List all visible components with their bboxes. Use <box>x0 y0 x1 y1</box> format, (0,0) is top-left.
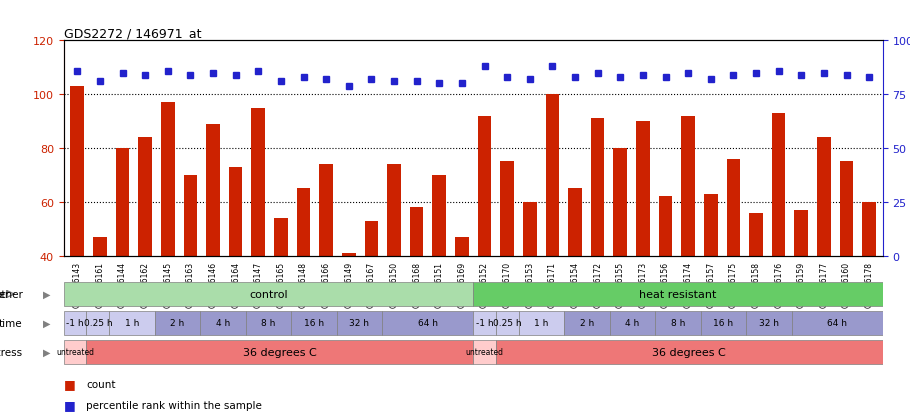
FancyBboxPatch shape <box>155 311 200 335</box>
Text: stress: stress <box>0 347 23 357</box>
Bar <box>410 208 423 363</box>
Text: other: other <box>0 289 23 299</box>
Bar <box>297 189 310 363</box>
Bar <box>228 167 242 363</box>
Text: 8 h: 8 h <box>671 319 685 328</box>
Bar <box>863 202 876 363</box>
Text: 32 h: 32 h <box>759 319 779 328</box>
Bar <box>388 165 400 363</box>
FancyBboxPatch shape <box>109 311 155 335</box>
Text: 36 degrees C: 36 degrees C <box>243 347 317 357</box>
FancyBboxPatch shape <box>64 311 86 335</box>
Bar <box>342 253 356 363</box>
Text: 16 h: 16 h <box>713 319 733 328</box>
Text: GDS2272 / 146971_at: GDS2272 / 146971_at <box>64 27 201 40</box>
Text: -1 h: -1 h <box>66 319 84 328</box>
FancyBboxPatch shape <box>86 311 109 335</box>
FancyBboxPatch shape <box>86 340 473 364</box>
FancyBboxPatch shape <box>64 340 86 364</box>
Bar <box>116 149 129 363</box>
Text: ▶: ▶ <box>43 318 50 328</box>
FancyBboxPatch shape <box>337 311 382 335</box>
FancyBboxPatch shape <box>610 311 655 335</box>
Bar <box>749 213 763 363</box>
Bar <box>138 138 152 363</box>
FancyBboxPatch shape <box>473 282 883 306</box>
Bar <box>613 149 627 363</box>
Text: 2 h: 2 h <box>170 319 185 328</box>
Text: count: count <box>86 379 116 389</box>
Text: 0.25 h: 0.25 h <box>84 319 112 328</box>
FancyBboxPatch shape <box>200 311 246 335</box>
FancyBboxPatch shape <box>291 311 337 335</box>
Text: 1 h: 1 h <box>534 319 549 328</box>
Text: heat resistant: heat resistant <box>639 289 717 299</box>
Text: ■: ■ <box>64 398 76 411</box>
Text: 64 h: 64 h <box>418 319 438 328</box>
Text: untreated: untreated <box>466 348 503 356</box>
Bar <box>682 116 695 363</box>
Text: 0.25 h: 0.25 h <box>493 319 521 328</box>
Bar <box>70 87 84 363</box>
Bar <box>478 116 491 363</box>
Text: 36 degrees C: 36 degrees C <box>652 347 726 357</box>
Text: untreated: untreated <box>56 348 94 356</box>
Bar <box>184 176 197 363</box>
FancyBboxPatch shape <box>64 282 473 306</box>
Bar <box>726 159 740 363</box>
Bar <box>659 197 672 363</box>
FancyBboxPatch shape <box>701 311 746 335</box>
Bar <box>568 189 581 363</box>
Bar <box>501 162 514 363</box>
FancyBboxPatch shape <box>746 311 792 335</box>
Bar <box>523 202 537 363</box>
Text: 1 h: 1 h <box>125 319 139 328</box>
Text: time: time <box>0 318 23 328</box>
Bar <box>840 162 854 363</box>
Bar <box>794 210 808 363</box>
Bar <box>817 138 831 363</box>
FancyBboxPatch shape <box>473 311 496 335</box>
FancyBboxPatch shape <box>519 311 564 335</box>
FancyBboxPatch shape <box>496 340 883 364</box>
Bar <box>274 218 288 363</box>
Bar <box>591 119 604 363</box>
FancyBboxPatch shape <box>564 311 610 335</box>
Text: 2 h: 2 h <box>580 319 594 328</box>
Text: percentile rank within the sample: percentile rank within the sample <box>86 400 262 410</box>
FancyBboxPatch shape <box>382 311 473 335</box>
FancyBboxPatch shape <box>496 311 519 335</box>
FancyBboxPatch shape <box>792 311 883 335</box>
Text: ▶: ▶ <box>43 347 50 357</box>
Text: 16 h: 16 h <box>304 319 324 328</box>
Bar <box>319 165 333 363</box>
FancyBboxPatch shape <box>655 311 701 335</box>
Text: -1 h: -1 h <box>476 319 493 328</box>
Bar <box>207 124 220 363</box>
Text: 4 h: 4 h <box>216 319 230 328</box>
Bar <box>636 122 650 363</box>
Bar <box>546 95 559 363</box>
FancyBboxPatch shape <box>246 311 291 335</box>
Text: control: control <box>249 289 288 299</box>
Bar <box>365 221 379 363</box>
FancyBboxPatch shape <box>473 340 496 364</box>
Bar <box>93 237 106 363</box>
Text: ▶: ▶ <box>43 289 50 299</box>
Text: 64 h: 64 h <box>827 319 847 328</box>
Bar <box>432 176 446 363</box>
Bar <box>772 114 785 363</box>
Bar <box>161 103 175 363</box>
Text: other: other <box>0 289 10 299</box>
Bar <box>251 108 265 363</box>
Text: ■: ■ <box>64 377 76 391</box>
Text: 32 h: 32 h <box>349 319 369 328</box>
Text: 4 h: 4 h <box>625 319 640 328</box>
Bar <box>455 237 469 363</box>
Bar <box>704 194 718 363</box>
Text: 8 h: 8 h <box>261 319 276 328</box>
